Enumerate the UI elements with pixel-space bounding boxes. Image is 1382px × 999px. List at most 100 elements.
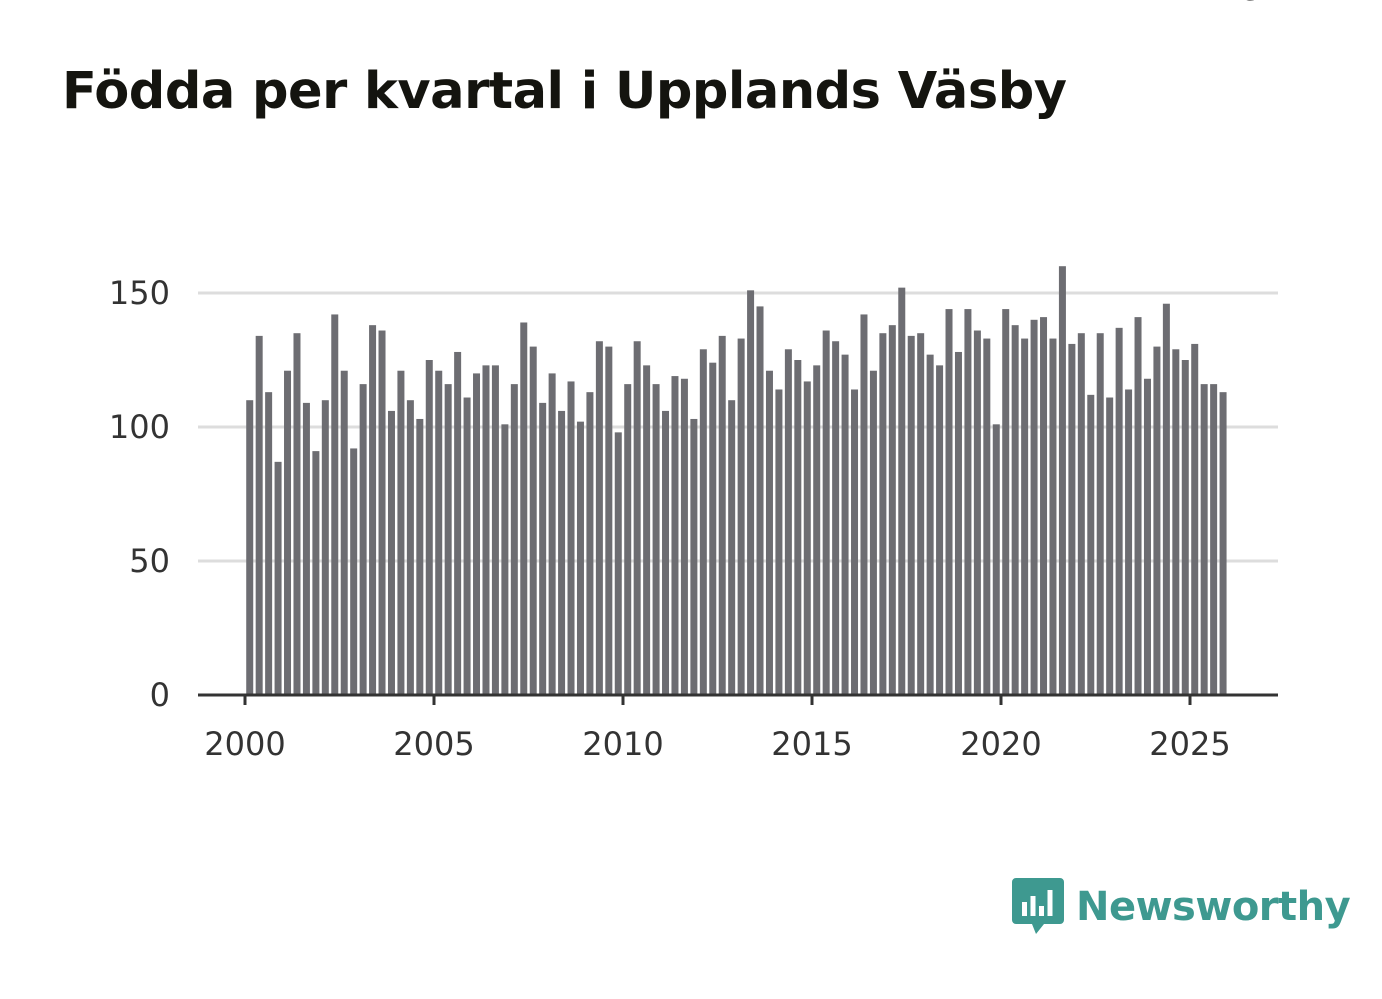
brand-name: Newsworthy	[1076, 884, 1351, 930]
bar	[1115, 327, 1123, 695]
bars	[246, 266, 1227, 695]
bar	[1096, 333, 1104, 695]
bar	[1162, 303, 1170, 695]
bar	[378, 330, 386, 695]
bar	[756, 306, 764, 695]
bar	[813, 365, 821, 695]
bar	[425, 360, 433, 695]
bar	[435, 370, 443, 695]
bar	[945, 309, 953, 695]
bar	[1087, 394, 1095, 695]
bar	[548, 373, 556, 695]
bar	[898, 287, 906, 695]
bar	[1200, 384, 1208, 695]
bar	[1068, 343, 1076, 695]
bar	[983, 338, 991, 695]
bar	[851, 389, 859, 695]
bar	[416, 418, 424, 695]
y-axis-labels: 0 50 100 150	[109, 274, 170, 714]
bar	[794, 360, 802, 695]
bar	[869, 370, 877, 695]
bar	[888, 325, 896, 695]
bar	[803, 381, 811, 695]
bar	[501, 424, 509, 695]
x-tick-label-2005: 2005	[393, 725, 474, 763]
bar	[709, 362, 717, 695]
bar	[1030, 319, 1038, 695]
bar	[1181, 360, 1189, 695]
bar	[784, 349, 792, 695]
bar	[775, 389, 783, 695]
bar	[454, 351, 462, 695]
bar	[671, 376, 679, 695]
bar	[473, 373, 481, 695]
brand: Newsworthy	[1010, 876, 1351, 938]
bar	[841, 354, 849, 695]
bar	[1040, 317, 1048, 695]
bar	[1172, 349, 1180, 695]
bar	[1058, 266, 1066, 695]
bar	[699, 349, 707, 695]
y-tick-label-0: 0	[150, 676, 170, 714]
bar	[718, 335, 726, 695]
bar	[662, 410, 670, 695]
bar	[1153, 346, 1161, 695]
x-tick-label-2010: 2010	[582, 725, 663, 763]
bar	[255, 335, 263, 695]
bar	[680, 378, 688, 695]
bar	[954, 351, 962, 695]
bar	[822, 330, 830, 695]
bar	[350, 448, 358, 695]
bar	[1143, 378, 1151, 695]
bar	[624, 384, 632, 695]
bar	[992, 424, 1000, 695]
x-tick-label-2000: 2000	[204, 725, 285, 763]
bar	[359, 384, 367, 695]
bar	[539, 402, 547, 695]
newsworthy-logo-icon	[1012, 878, 1064, 934]
bar	[1049, 338, 1057, 695]
bar	[246, 400, 254, 695]
bar	[765, 370, 773, 695]
bar	[1134, 317, 1142, 695]
bar	[586, 392, 594, 695]
bar	[1125, 389, 1133, 695]
bar	[633, 341, 641, 695]
x-tick-label-2020: 2020	[960, 725, 1041, 763]
bar	[406, 400, 414, 695]
bar	[369, 325, 377, 695]
bar	[1077, 333, 1085, 695]
bar	[860, 314, 868, 695]
chart-title: Födda per kvartal i Upplands Väsby	[62, 62, 1067, 121]
bar	[331, 314, 339, 695]
bar	[1210, 384, 1218, 695]
bar	[936, 365, 944, 695]
bar	[1191, 343, 1199, 695]
bar	[1219, 392, 1227, 695]
y-tick-label-150: 150	[109, 274, 170, 312]
bar	[652, 384, 660, 695]
bar	[312, 451, 320, 695]
bar	[529, 346, 537, 695]
bar	[482, 365, 490, 695]
bar	[907, 335, 915, 695]
bar	[917, 333, 925, 695]
bar	[340, 370, 348, 695]
bar	[605, 346, 613, 695]
bar	[510, 384, 518, 695]
bar	[832, 341, 840, 695]
bar	[879, 333, 887, 695]
y-tick-label-100: 100	[109, 408, 170, 446]
highlight-value-label: 113	[1204, 0, 1261, 8]
y-tick-label-50: 50	[129, 542, 170, 580]
bar	[1002, 309, 1010, 695]
bar	[302, 402, 310, 695]
bar	[387, 410, 395, 695]
bar	[747, 290, 755, 695]
bar	[973, 330, 981, 695]
bar	[926, 354, 934, 695]
bar	[397, 370, 405, 695]
x-tick-label-2025: 2025	[1149, 725, 1230, 763]
bar	[737, 338, 745, 695]
